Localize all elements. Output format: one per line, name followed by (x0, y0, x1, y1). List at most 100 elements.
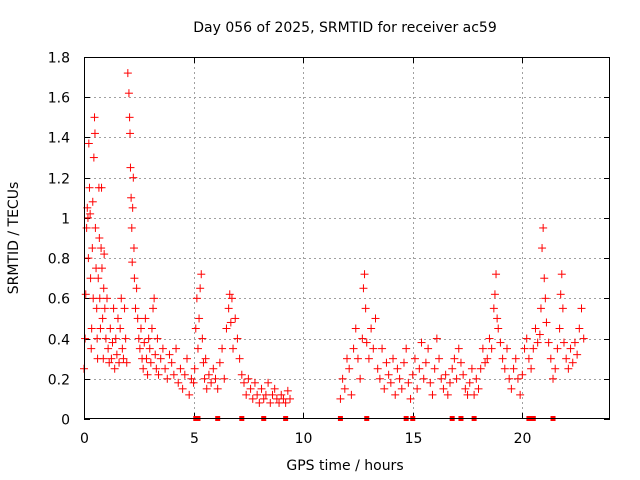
data-point (524, 354, 533, 363)
data-point (185, 390, 194, 399)
data-point (568, 358, 577, 367)
data-point (88, 244, 97, 253)
data-point (443, 390, 452, 399)
data-point (197, 270, 206, 279)
data-point (492, 270, 501, 279)
data-point (119, 354, 128, 363)
data-point (345, 364, 354, 373)
data-point (343, 354, 351, 363)
y-tick-label: 0.8 (48, 252, 70, 268)
data-point (89, 153, 98, 162)
data-point (207, 378, 216, 387)
data-point (338, 374, 347, 383)
data-point (174, 378, 183, 387)
data-point (123, 69, 132, 78)
data-point (361, 304, 370, 313)
data-point (111, 334, 120, 343)
data-point (116, 324, 125, 333)
data-point (140, 338, 149, 347)
data-point (113, 314, 122, 323)
data-point (218, 344, 227, 353)
data-point (81, 290, 90, 299)
data-point (353, 354, 362, 363)
data-point (178, 384, 187, 393)
axis-ticks: 0 0.2 0.4 0.6 0.8 1 1.2 1.4 1.6 1.8 0 5 10 15 20 (48, 51, 610, 447)
data-point (509, 364, 518, 373)
data-point (231, 314, 240, 323)
data-point (131, 304, 140, 313)
data-point (121, 334, 130, 343)
data-point (128, 203, 137, 212)
data-point (225, 290, 234, 299)
data-point (95, 294, 104, 303)
x-tick-label: 15 (405, 431, 423, 447)
data-point (529, 344, 538, 353)
data-point (551, 364, 560, 373)
data-point (474, 384, 483, 393)
data-point (450, 354, 459, 363)
data-point (86, 274, 95, 283)
data-point (362, 338, 371, 347)
data-point (108, 338, 117, 347)
data-point (364, 354, 373, 363)
data-point (91, 223, 100, 232)
data-point (351, 324, 360, 333)
data-point (97, 183, 106, 192)
data-points (80, 69, 588, 421)
data-point (553, 344, 562, 353)
data-point (498, 354, 507, 363)
x-tick-label: 0 (80, 431, 89, 447)
data-point (286, 394, 295, 403)
data-point (106, 324, 115, 333)
data-point (86, 209, 95, 218)
data-point (573, 350, 582, 359)
data-point (446, 378, 455, 387)
data-point (191, 324, 200, 333)
data-point (541, 294, 550, 303)
data-point (122, 358, 131, 367)
data-point (421, 358, 430, 367)
data-point (183, 354, 192, 363)
data-point (81, 334, 90, 343)
data-point (190, 364, 199, 373)
data-point (130, 274, 139, 283)
data-point (180, 370, 189, 379)
data-point (437, 374, 446, 383)
data-point (478, 344, 487, 353)
data-point (110, 364, 119, 373)
data-point (199, 358, 208, 367)
data-point (558, 304, 567, 313)
data-point (570, 338, 579, 347)
data-point (340, 384, 349, 393)
data-point (555, 324, 564, 333)
data-point (156, 354, 165, 363)
data-point (511, 354, 520, 363)
data-point (378, 344, 387, 353)
data-point (428, 390, 437, 399)
data-point (467, 364, 476, 373)
data-point (192, 294, 201, 303)
data-point (448, 364, 457, 373)
data-point (408, 370, 417, 379)
data-point (248, 394, 257, 403)
data-point (147, 324, 156, 333)
data-point (97, 264, 106, 273)
data-point (483, 354, 492, 363)
data-point (107, 354, 116, 363)
y-tick-label: 0 (61, 413, 70, 429)
data-point (125, 113, 134, 122)
data-point (283, 386, 292, 395)
data-point (382, 358, 391, 367)
data-point (120, 304, 129, 313)
data-point (144, 334, 153, 343)
data-point (98, 314, 107, 323)
data-point (559, 338, 568, 347)
data-point (384, 370, 393, 379)
data-point (105, 358, 114, 367)
data-point (229, 344, 238, 353)
y-tick-label: 1.4 (48, 131, 70, 147)
data-point (153, 334, 162, 343)
data-point (489, 304, 498, 313)
data-point (404, 378, 413, 387)
